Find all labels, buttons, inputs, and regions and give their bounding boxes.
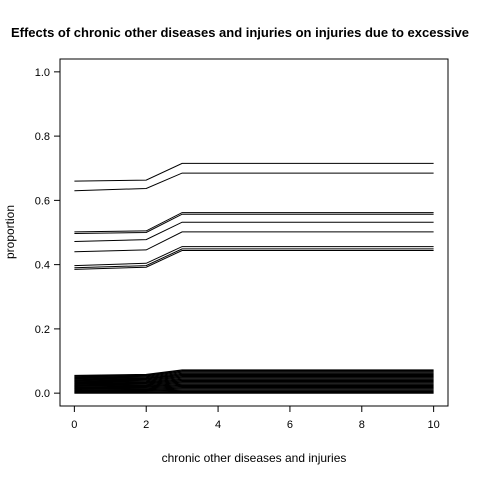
y-tick-label: 1.0	[35, 67, 50, 79]
series-line	[74, 379, 434, 384]
series-line	[74, 376, 434, 382]
series-line	[74, 162, 434, 182]
series-lines	[74, 162, 434, 394]
series-line	[74, 372, 434, 379]
series-line	[74, 378, 434, 383]
series-line	[74, 388, 434, 391]
series-line	[74, 373, 434, 380]
y-axis: 0.0 0.2 0.4 0.6 0.8 1.0	[35, 67, 60, 400]
series-line	[74, 382, 434, 387]
series-line	[74, 221, 434, 242]
x-tick-label: 6	[287, 419, 293, 431]
y-tick-label: 0.8	[35, 131, 50, 143]
series-line	[74, 250, 434, 270]
series-line	[74, 385, 434, 389]
x-tick-label: 2	[143, 419, 149, 431]
series-line	[74, 369, 434, 377]
series-line	[74, 389, 434, 392]
series-line	[74, 380, 434, 385]
series-line	[74, 387, 434, 390]
series-line	[74, 172, 434, 192]
series-line	[74, 384, 434, 388]
y-tick-label: 0.2	[35, 324, 50, 336]
series-line	[74, 371, 434, 378]
x-tick-label: 4	[215, 419, 221, 431]
y-tick-label: 0.6	[35, 195, 50, 207]
series-line	[74, 390, 434, 393]
x-tick-label: 10	[428, 419, 440, 431]
series-line	[74, 374, 434, 381]
x-axis-label: chronic other diseases and injuries	[162, 451, 347, 465]
series-line	[74, 377, 434, 382]
series-line	[74, 246, 434, 267]
y-tick-label: 0.0	[35, 388, 50, 400]
x-axis: 0 2 4 6 8 10	[71, 406, 440, 431]
series-line	[74, 213, 434, 234]
x-tick-label: 0	[71, 419, 77, 431]
series-line	[74, 231, 434, 253]
series-line	[74, 212, 434, 233]
plot-frame	[59, 58, 449, 407]
chart-title: Effects of chronic other diseases and in…	[11, 25, 469, 40]
series-line	[74, 383, 434, 387]
y-axis-label: proportion	[3, 205, 17, 259]
y-tick-label: 0.4	[35, 260, 50, 272]
series-line	[74, 381, 434, 386]
series-line	[74, 248, 434, 269]
series-line	[74, 370, 434, 377]
x-tick-label: 8	[359, 419, 365, 431]
